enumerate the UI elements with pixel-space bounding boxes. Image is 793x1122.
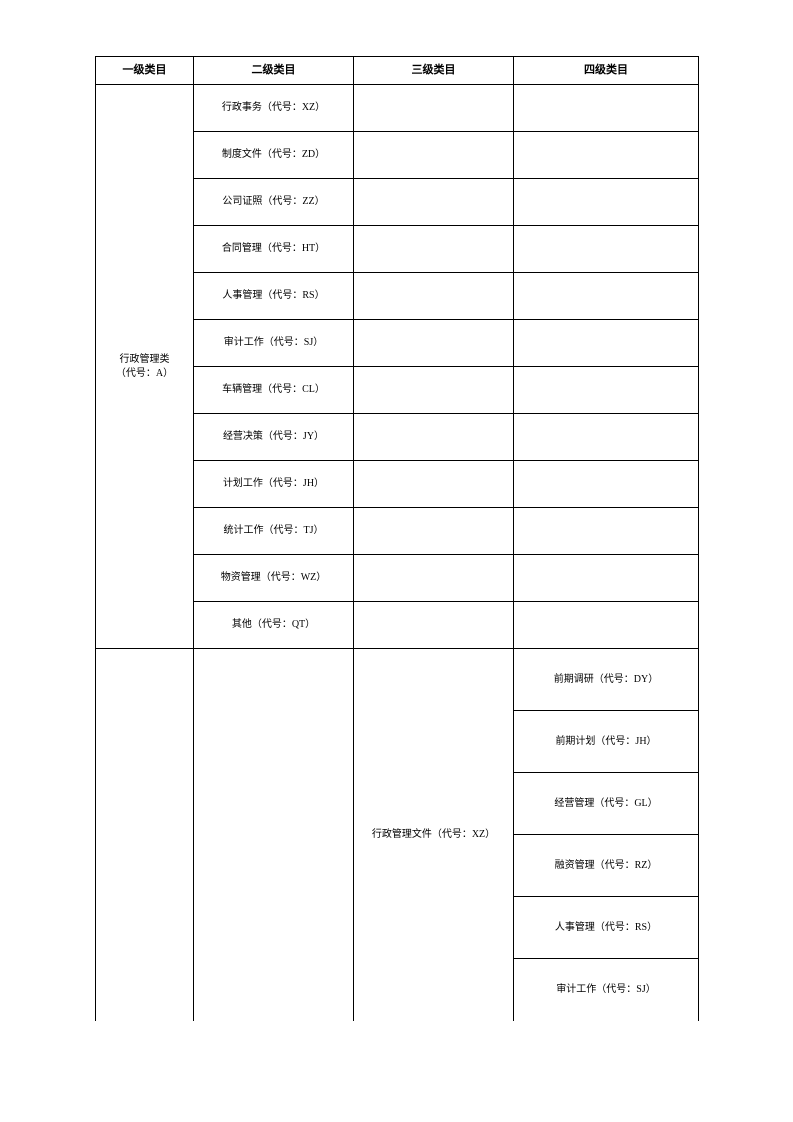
level3-cell xyxy=(354,555,514,602)
level2-cell: 计划工作（代号：JH） xyxy=(194,461,354,508)
level4-cell: 人事管理（代号：RS） xyxy=(514,897,699,959)
level2-cell: 审计工作（代号：SJ） xyxy=(194,320,354,367)
level4-cell xyxy=(514,602,699,649)
level2-cell: 经营决策（代号：JY） xyxy=(194,414,354,461)
level3-cell xyxy=(354,273,514,320)
level3-cell xyxy=(354,85,514,132)
category-table: 一级类目 二级类目 三级类目 四级类目 行政管理类 （代号：A） 行政事务（代号… xyxy=(95,56,699,1021)
level3-cell xyxy=(354,226,514,273)
level4-cell: 审计工作（代号：SJ） xyxy=(514,959,699,1021)
level4-cell xyxy=(514,85,699,132)
level2-cell: 合同管理（代号：HT） xyxy=(194,226,354,273)
level4-cell xyxy=(514,320,699,367)
header-col2: 二级类目 xyxy=(194,57,354,85)
table-row: 行政管理文件（代号：XZ） 前期调研（代号：DY） xyxy=(96,649,699,711)
header-col1: 一级类目 xyxy=(96,57,194,85)
level1-cell-open xyxy=(96,649,194,1021)
level4-cell: 融资管理（代号：RZ） xyxy=(514,835,699,897)
level4-cell: 前期计划（代号：JH） xyxy=(514,711,699,773)
level2-cell: 制度文件（代号：ZD） xyxy=(194,132,354,179)
level3-cell xyxy=(354,179,514,226)
header-col3: 三级类目 xyxy=(354,57,514,85)
level3-cell: 行政管理文件（代号：XZ） xyxy=(354,649,514,1021)
level4-cell xyxy=(514,132,699,179)
level4-cell: 经营管理（代号：GL） xyxy=(514,773,699,835)
level4-cell xyxy=(514,226,699,273)
level2-cell: 物资管理（代号：WZ） xyxy=(194,555,354,602)
level3-cell xyxy=(354,414,514,461)
level4-cell xyxy=(514,273,699,320)
level2-cell: 公司证照（代号：ZZ） xyxy=(194,179,354,226)
header-col4: 四级类目 xyxy=(514,57,699,85)
level3-cell xyxy=(354,602,514,649)
level4-cell xyxy=(514,555,699,602)
level2-cell: 统计工作（代号：TJ） xyxy=(194,508,354,555)
level4-cell xyxy=(514,179,699,226)
level3-cell xyxy=(354,367,514,414)
page-container: 一级类目 二级类目 三级类目 四级类目 行政管理类 （代号：A） 行政事务（代号… xyxy=(0,0,793,1081)
level3-cell xyxy=(354,320,514,367)
level3-cell xyxy=(354,461,514,508)
level1-cell: 行政管理类 （代号：A） xyxy=(96,85,194,649)
level4-cell: 前期调研（代号：DY） xyxy=(514,649,699,711)
level2-cell: 其他（代号：QT） xyxy=(194,602,354,649)
level2-cell: 人事管理（代号：RS） xyxy=(194,273,354,320)
header-row: 一级类目 二级类目 三级类目 四级类目 xyxy=(96,57,699,85)
level4-cell xyxy=(514,414,699,461)
level2-cell: 车辆管理（代号：CL） xyxy=(194,367,354,414)
level4-cell xyxy=(514,508,699,555)
level3-cell xyxy=(354,508,514,555)
level4-cell xyxy=(514,461,699,508)
level4-cell xyxy=(514,367,699,414)
table-row: 行政管理类 （代号：A） 行政事务（代号：XZ） xyxy=(96,85,699,132)
level3-cell xyxy=(354,132,514,179)
level2-cell-open xyxy=(194,649,354,1021)
level2-cell: 行政事务（代号：XZ） xyxy=(194,85,354,132)
